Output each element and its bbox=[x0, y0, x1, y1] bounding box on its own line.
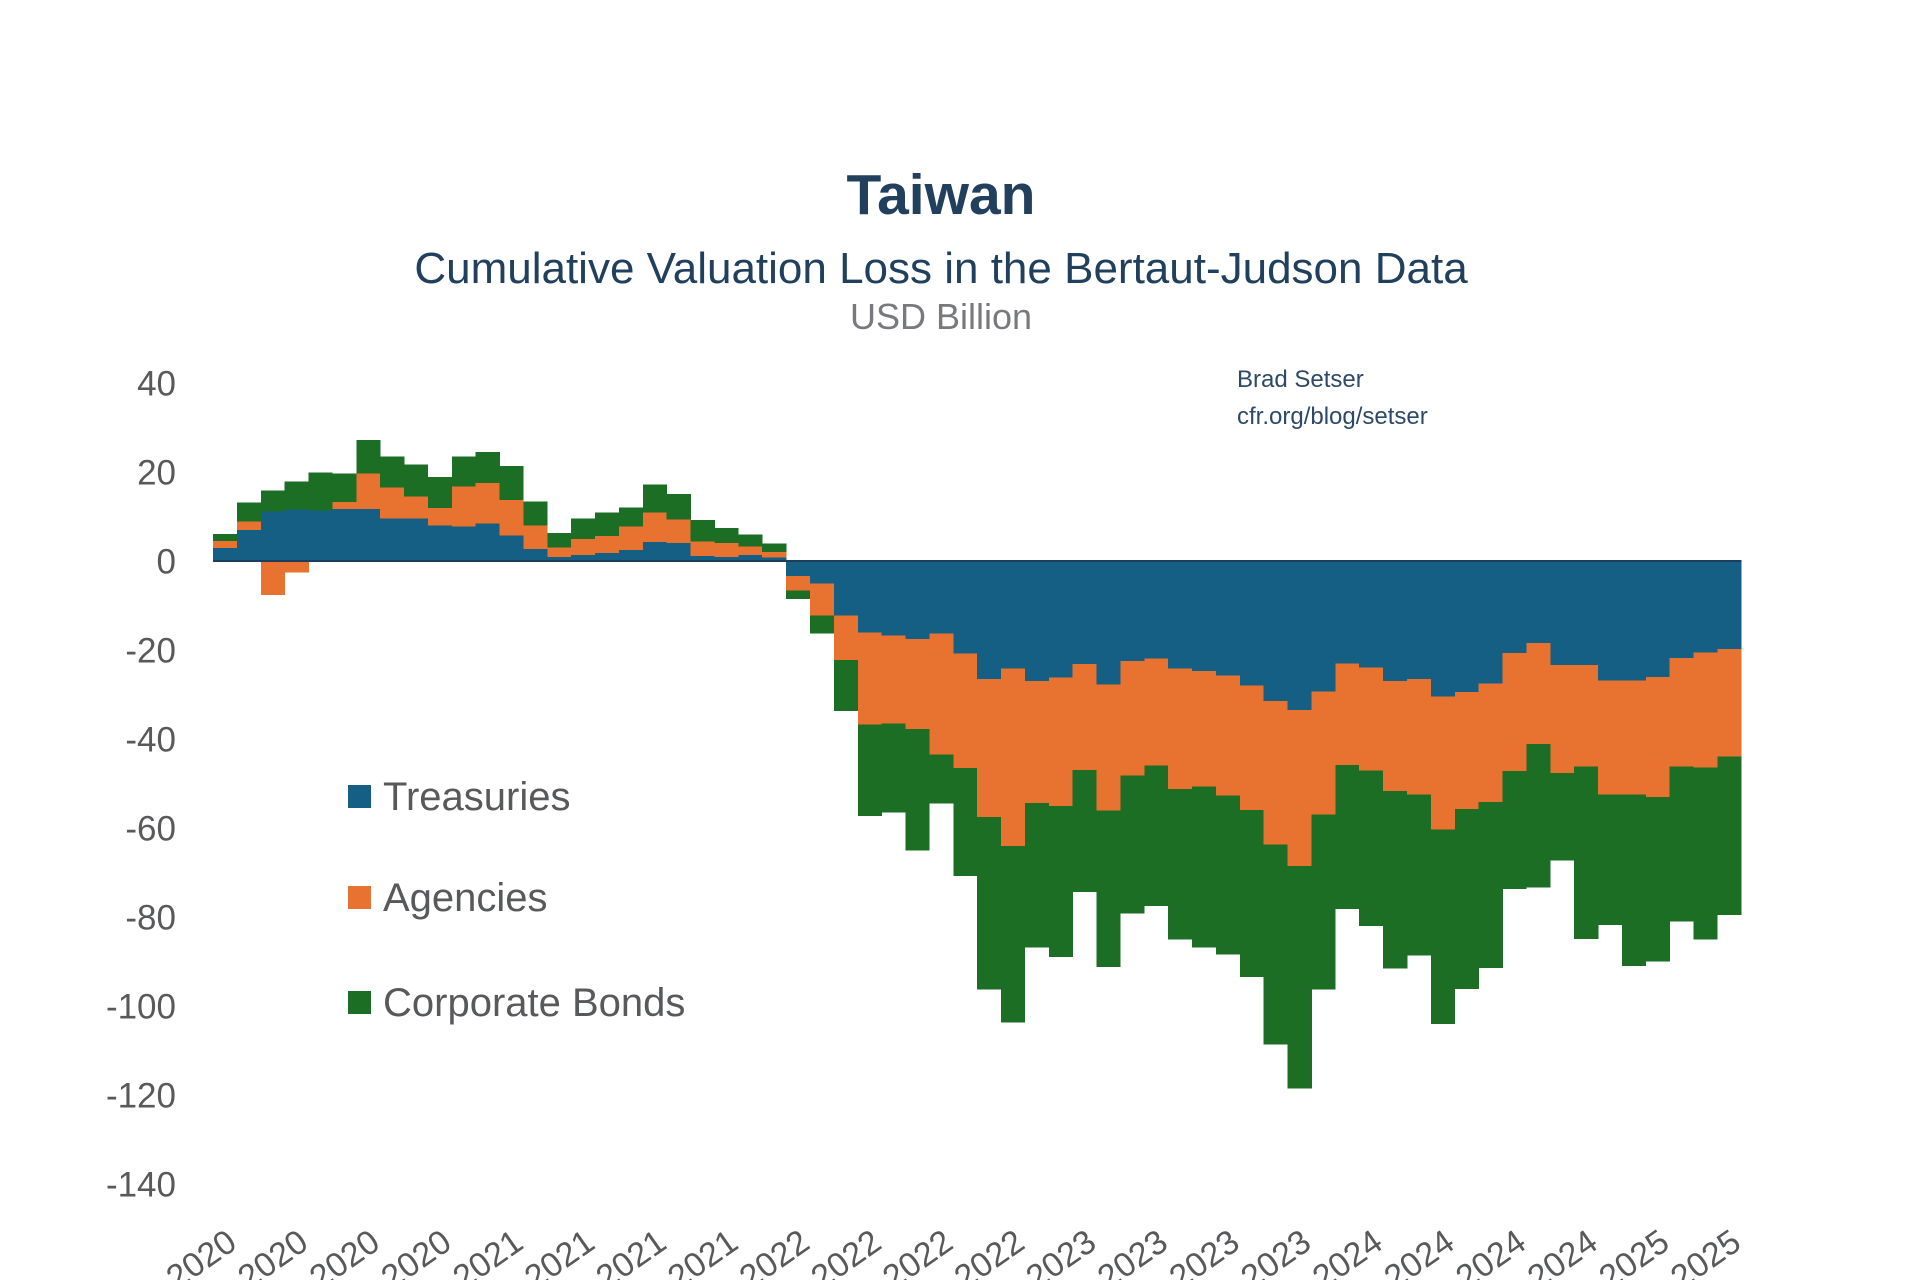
svg-text:-20: -20 bbox=[125, 631, 176, 670]
svg-text:Treasuries: Treasuries bbox=[383, 775, 570, 819]
svg-text:-120: -120 bbox=[106, 1076, 176, 1115]
svg-text:Taiwan: Taiwan bbox=[847, 163, 1036, 227]
svg-text:cfr.org/blog/setser: cfr.org/blog/setser bbox=[1237, 403, 1428, 430]
svg-text:-60: -60 bbox=[125, 809, 176, 848]
svg-text:-80: -80 bbox=[125, 898, 176, 937]
svg-text:USD Billion: USD Billion bbox=[850, 296, 1032, 337]
svg-text:40: 40 bbox=[137, 364, 176, 403]
svg-text:Cumulative Valuation Loss in t: Cumulative Valuation Loss in the Bertaut… bbox=[414, 244, 1468, 293]
svg-text:Corporate Bonds: Corporate Bonds bbox=[383, 981, 685, 1025]
svg-text:Agencies: Agencies bbox=[383, 876, 548, 920]
svg-text:0: 0 bbox=[157, 542, 176, 581]
svg-text:Brad Setser: Brad Setser bbox=[1237, 366, 1364, 393]
svg-text:20: 20 bbox=[137, 453, 176, 492]
svg-text:-100: -100 bbox=[106, 987, 176, 1026]
svg-text:-140: -140 bbox=[106, 1165, 176, 1204]
svg-text:-40: -40 bbox=[125, 720, 176, 759]
